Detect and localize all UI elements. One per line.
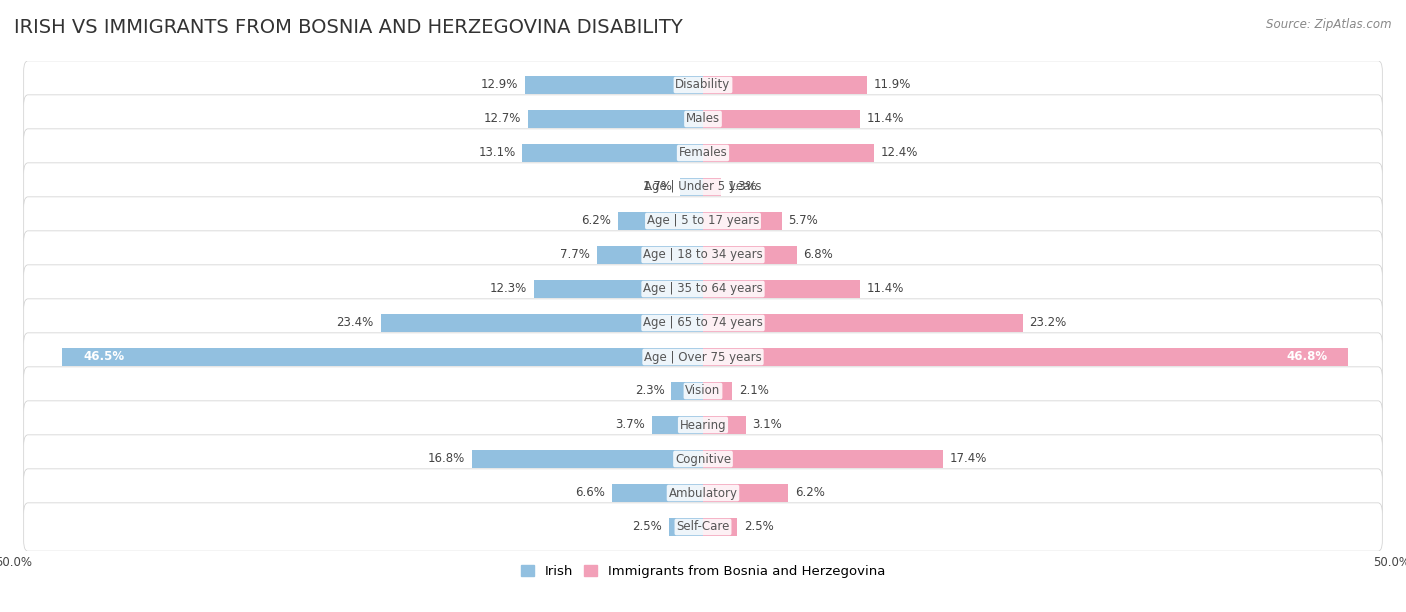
Bar	[381, 313, 703, 332]
Bar	[703, 76, 868, 94]
Bar	[471, 450, 703, 468]
Bar	[523, 144, 703, 162]
Text: Source: ZipAtlas.com: Source: ZipAtlas.com	[1267, 18, 1392, 31]
FancyBboxPatch shape	[24, 265, 1382, 313]
Bar	[703, 518, 738, 536]
Text: 2.5%: 2.5%	[744, 520, 775, 534]
Bar	[703, 348, 1348, 367]
Text: Age | 18 to 34 years: Age | 18 to 34 years	[643, 248, 763, 261]
Bar	[652, 416, 703, 435]
Bar	[703, 245, 797, 264]
Text: 6.2%: 6.2%	[796, 487, 825, 499]
FancyBboxPatch shape	[24, 197, 1382, 245]
Text: IRISH VS IMMIGRANTS FROM BOSNIA AND HERZEGOVINA DISABILITY: IRISH VS IMMIGRANTS FROM BOSNIA AND HERZ…	[14, 18, 683, 37]
Text: 6.8%: 6.8%	[804, 248, 834, 261]
Text: Disability: Disability	[675, 78, 731, 92]
Bar	[617, 212, 703, 230]
Bar	[703, 313, 1022, 332]
Bar	[703, 177, 721, 196]
FancyBboxPatch shape	[24, 299, 1382, 347]
Text: 23.2%: 23.2%	[1029, 316, 1067, 329]
Text: 16.8%: 16.8%	[427, 452, 464, 466]
Bar	[703, 382, 733, 400]
Text: 2.1%: 2.1%	[738, 384, 769, 398]
Text: 2.3%: 2.3%	[634, 384, 665, 398]
Bar	[526, 76, 703, 94]
Bar	[703, 212, 782, 230]
Text: Self-Care: Self-Care	[676, 520, 730, 534]
Text: 12.7%: 12.7%	[484, 113, 522, 125]
Text: Hearing: Hearing	[679, 419, 727, 431]
Bar	[703, 110, 860, 129]
Bar	[703, 450, 943, 468]
Bar	[669, 518, 703, 536]
Text: Females: Females	[679, 146, 727, 160]
Legend: Irish, Immigrants from Bosnia and Herzegovina: Irish, Immigrants from Bosnia and Herzeg…	[522, 565, 884, 578]
Text: Ambulatory: Ambulatory	[668, 487, 738, 499]
Text: Age | 5 to 17 years: Age | 5 to 17 years	[647, 214, 759, 228]
Bar	[62, 348, 703, 367]
Text: 11.4%: 11.4%	[868, 283, 904, 296]
Text: Age | 65 to 74 years: Age | 65 to 74 years	[643, 316, 763, 329]
Text: 6.6%: 6.6%	[575, 487, 605, 499]
Text: Age | 35 to 64 years: Age | 35 to 64 years	[643, 283, 763, 296]
Bar	[703, 483, 789, 502]
FancyBboxPatch shape	[24, 401, 1382, 449]
Text: 17.4%: 17.4%	[949, 452, 987, 466]
Text: Cognitive: Cognitive	[675, 452, 731, 466]
FancyBboxPatch shape	[24, 163, 1382, 211]
Text: 6.2%: 6.2%	[581, 214, 610, 228]
FancyBboxPatch shape	[24, 367, 1382, 415]
Bar	[671, 382, 703, 400]
Text: 46.5%: 46.5%	[83, 351, 124, 364]
Bar	[703, 416, 745, 435]
Text: 13.1%: 13.1%	[478, 146, 516, 160]
Text: Age | Over 75 years: Age | Over 75 years	[644, 351, 762, 364]
Text: 46.8%: 46.8%	[1286, 351, 1327, 364]
FancyBboxPatch shape	[24, 435, 1382, 483]
Text: 11.4%: 11.4%	[868, 113, 904, 125]
Text: Age | Under 5 years: Age | Under 5 years	[644, 181, 762, 193]
Bar	[529, 110, 703, 129]
Text: 11.9%: 11.9%	[875, 78, 911, 92]
Bar	[703, 280, 860, 298]
Bar	[533, 280, 703, 298]
Text: 3.7%: 3.7%	[616, 419, 645, 431]
Text: 5.7%: 5.7%	[789, 214, 818, 228]
Bar	[598, 245, 703, 264]
Text: 7.7%: 7.7%	[560, 248, 591, 261]
Text: 1.7%: 1.7%	[643, 181, 672, 193]
Text: Vision: Vision	[685, 384, 721, 398]
Text: 12.4%: 12.4%	[880, 146, 918, 160]
FancyBboxPatch shape	[24, 231, 1382, 279]
FancyBboxPatch shape	[24, 129, 1382, 177]
Text: Males: Males	[686, 113, 720, 125]
Text: 3.1%: 3.1%	[752, 419, 782, 431]
Bar	[703, 144, 875, 162]
Bar	[679, 177, 703, 196]
Bar	[612, 483, 703, 502]
Text: 12.9%: 12.9%	[481, 78, 519, 92]
FancyBboxPatch shape	[24, 333, 1382, 381]
FancyBboxPatch shape	[24, 469, 1382, 517]
Text: 23.4%: 23.4%	[336, 316, 374, 329]
FancyBboxPatch shape	[24, 503, 1382, 551]
FancyBboxPatch shape	[24, 95, 1382, 143]
Text: 2.5%: 2.5%	[631, 520, 662, 534]
Text: 12.3%: 12.3%	[489, 283, 527, 296]
FancyBboxPatch shape	[24, 61, 1382, 109]
Text: 1.3%: 1.3%	[728, 181, 758, 193]
